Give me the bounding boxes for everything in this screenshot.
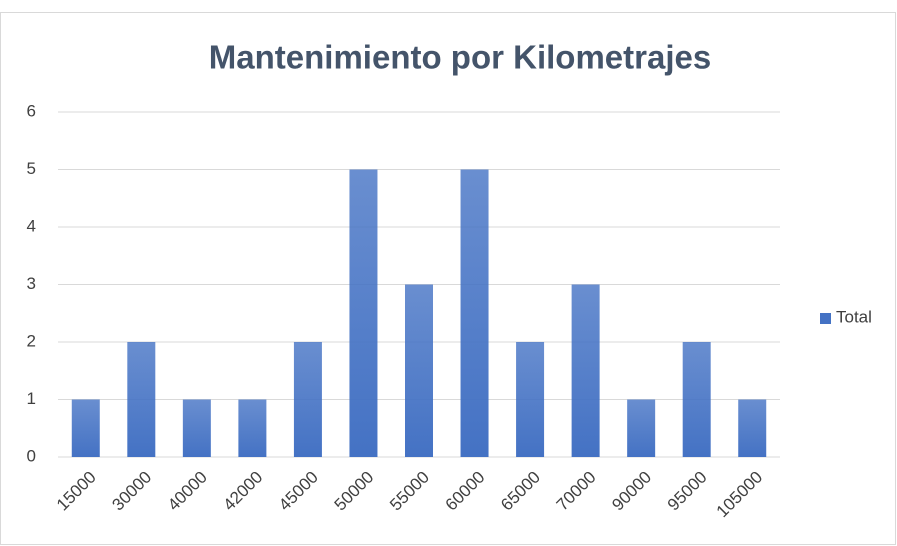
y-tick-label: 1 <box>27 389 36 408</box>
bar <box>349 169 378 457</box>
bar <box>627 399 656 457</box>
y-tick-label: 5 <box>27 159 36 178</box>
bar <box>516 342 545 457</box>
chart-border <box>0 12 896 545</box>
legend-swatch <box>820 313 831 324</box>
bar <box>460 169 489 457</box>
bar <box>238 399 267 457</box>
y-tick-label: 4 <box>27 216 36 235</box>
bar <box>293 342 322 457</box>
bar <box>738 399 767 457</box>
y-tick-label: 6 <box>27 101 36 120</box>
bar <box>571 284 600 457</box>
bar <box>682 342 711 457</box>
bar <box>71 399 100 457</box>
chart-title: Mantenimiento por Kilometrajes <box>209 39 711 76</box>
y-tick-label: 0 <box>27 446 36 465</box>
legend-label: Total <box>836 307 872 326</box>
bar <box>405 284 433 457</box>
y-tick-label: 2 <box>27 331 36 350</box>
bar <box>182 399 211 457</box>
bar <box>127 342 156 457</box>
y-tick-label: 3 <box>27 274 36 293</box>
